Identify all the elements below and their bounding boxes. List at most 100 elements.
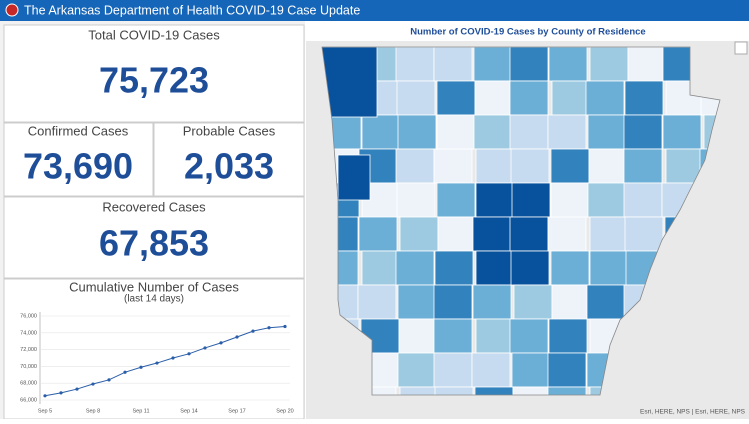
- county: [475, 182, 515, 218]
- county: [547, 114, 587, 150]
- probable-value: 2,033: [184, 146, 274, 187]
- y-tick-label: 66,000: [20, 397, 37, 403]
- county: [473, 47, 513, 82]
- y-tick-label: 68,000: [20, 381, 37, 387]
- logo: [5, 3, 19, 17]
- county: [548, 318, 588, 354]
- county: [397, 284, 437, 320]
- county: [361, 114, 401, 150]
- x-tick-label: Sep 20: [276, 408, 293, 414]
- expand-button[interactable]: [734, 41, 748, 55]
- chart-title: Cumulative Number of Cases: [69, 279, 239, 294]
- county: [587, 182, 627, 218]
- y-tick-label: 72,000: [20, 347, 37, 353]
- y-tick-label: 76,000: [20, 313, 37, 319]
- county: [624, 216, 664, 252]
- chart-subtitle: (last 14 days): [124, 294, 184, 305]
- county: [436, 114, 476, 150]
- county: [473, 114, 513, 150]
- county: [399, 386, 439, 395]
- county: [357, 284, 397, 320]
- county: [433, 284, 473, 320]
- map-attribution: Esri, HERE, NPS | Esri, HERE, NPS: [640, 409, 746, 416]
- data-point: [75, 387, 79, 391]
- county: [509, 80, 549, 116]
- county: [433, 148, 473, 184]
- data-point: [267, 326, 271, 330]
- data-point: [187, 352, 191, 356]
- county: [547, 216, 587, 252]
- county: [436, 182, 476, 218]
- x-tick-label: Sep 17: [228, 408, 245, 414]
- county: [589, 47, 629, 82]
- x-tick-label: Sep 11: [132, 408, 149, 414]
- county: [550, 250, 590, 286]
- total-card: [3, 24, 305, 123]
- county: [623, 114, 663, 150]
- total-value: 75,723: [99, 60, 209, 101]
- county: [511, 182, 551, 218]
- county: [510, 250, 550, 286]
- county: [475, 250, 515, 286]
- county: [587, 114, 627, 150]
- data-point: [43, 394, 47, 398]
- county: [589, 250, 629, 286]
- y-tick-label: 74,000: [20, 330, 37, 336]
- county: [433, 352, 473, 388]
- county: [662, 114, 702, 150]
- data-point: [283, 324, 287, 329]
- county: [433, 47, 473, 82]
- county: [586, 284, 626, 320]
- map-title-bar: [306, 21, 749, 41]
- county: [623, 182, 663, 218]
- total-label: Total COVID-19 Cases: [88, 27, 220, 42]
- county: [436, 80, 476, 116]
- cases-line: [44, 326, 286, 397]
- county: [395, 148, 435, 184]
- data-point: [235, 335, 239, 339]
- x-tick-label: Sep 14: [180, 408, 197, 414]
- data-point: [139, 365, 143, 369]
- county: [337, 154, 371, 201]
- county: [474, 80, 514, 116]
- recovered-label: Recovered Cases: [102, 199, 206, 214]
- county: [475, 318, 515, 354]
- county: [395, 250, 435, 286]
- x-tick-label: Sep 5: [38, 408, 52, 414]
- data-point: [219, 341, 223, 345]
- county: [548, 47, 588, 82]
- data-point: [203, 346, 207, 350]
- county: [511, 352, 551, 388]
- county: [551, 284, 591, 320]
- data-point: [91, 382, 95, 386]
- confirmed-card: [3, 122, 154, 197]
- county: [509, 216, 549, 252]
- county: [396, 80, 436, 116]
- header-title: The Arkansas Department of Health COVID-…: [24, 3, 360, 17]
- county: [434, 250, 474, 286]
- data-point: [251, 329, 255, 333]
- county: [397, 352, 437, 388]
- county: [547, 386, 587, 395]
- county: [509, 114, 549, 150]
- data-point: [171, 356, 175, 360]
- county: [623, 148, 663, 184]
- county: [437, 216, 477, 252]
- map-title: Number of COVID-19 Cases by County of Re…: [410, 27, 645, 38]
- state-outline: [321, 46, 721, 396]
- county: [398, 318, 438, 354]
- recovered-card: [3, 196, 305, 279]
- county: [513, 284, 553, 320]
- county: [551, 80, 591, 116]
- y-tick-label: 70,000: [20, 364, 37, 370]
- recovered-value: 67,853: [99, 223, 209, 264]
- county: [361, 250, 401, 286]
- county: [627, 47, 667, 82]
- data-point: [123, 370, 127, 374]
- county: [547, 352, 587, 388]
- county: [357, 386, 397, 395]
- county: [624, 80, 664, 116]
- county: [509, 47, 549, 82]
- county: [474, 386, 514, 395]
